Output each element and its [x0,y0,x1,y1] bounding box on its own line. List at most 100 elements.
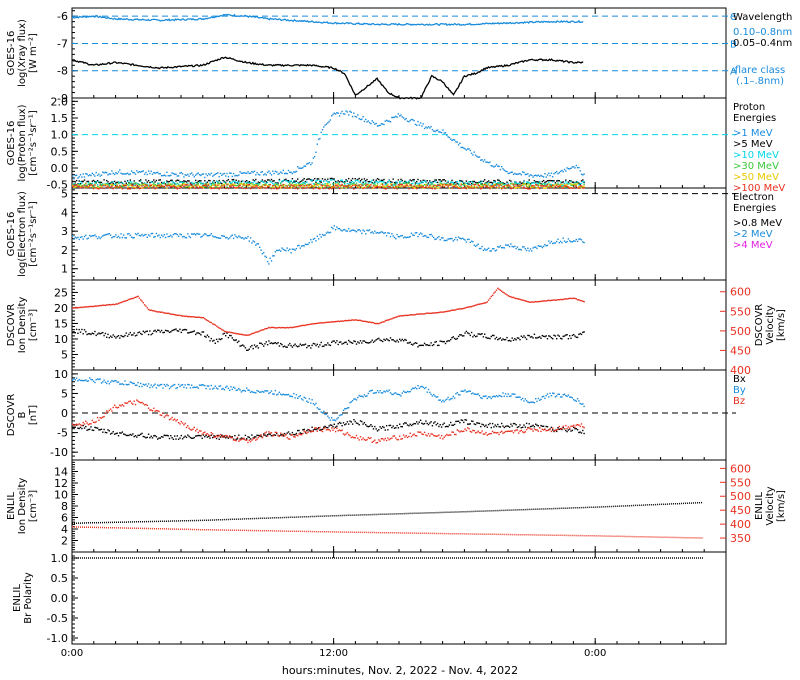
data-point [308,430,311,432]
data-point [443,422,445,424]
data-point [300,183,303,185]
data-point [583,183,585,186]
data-point [208,336,210,338]
data-point [456,308,458,310]
data-point [195,184,197,186]
data-point [355,343,358,345]
data-point [295,184,298,187]
data-point [426,236,428,239]
data-point [192,174,194,176]
data-point [128,185,130,188]
data-point [242,187,244,189]
data-point [334,113,337,115]
data-point [341,187,343,189]
data-point [308,323,311,326]
data-point [205,183,207,185]
data-point [128,184,130,186]
data-point [467,332,469,334]
data-point [285,185,287,187]
data-point [205,434,207,437]
data-point [204,180,206,182]
right-y-tick-label: 450 [730,504,751,517]
data-point [217,182,219,184]
data-point [423,313,426,315]
data-point [158,173,160,175]
data-point [125,300,127,302]
data-point [464,389,466,391]
data-point [299,181,301,183]
data-point [417,423,419,425]
data-point [283,432,286,435]
data-point [222,173,224,175]
data-point [226,180,228,182]
data-point [247,389,249,391]
y-tick-label: 2 [61,535,68,548]
data-point [489,161,491,163]
data-point [484,182,486,185]
data-point [553,187,555,189]
data-point [95,334,97,337]
data-point [100,332,103,334]
data-point [196,435,198,437]
data-point [280,183,282,185]
data-point [253,185,256,187]
data-point [168,235,171,238]
data-point [525,249,528,252]
data-point [252,171,254,174]
data-point [535,300,537,303]
data-point [525,338,528,340]
data-point [291,178,294,180]
data-point [263,391,265,393]
data-point [255,174,257,176]
data-point [255,331,257,333]
data-point [193,187,195,189]
data-point [259,342,261,344]
data-point [473,185,475,187]
data-point [98,187,100,189]
data-point [73,425,75,427]
data-point [358,319,360,321]
data-point [268,179,270,181]
data-point [316,343,318,346]
data-point [188,315,190,318]
data-point [255,184,257,186]
data-point [143,331,146,334]
data-point [107,185,109,187]
data-point [341,230,343,232]
data-point [378,391,380,394]
data-point [151,181,154,184]
data-point [563,335,566,337]
data-point [434,180,436,182]
data-point [486,186,488,188]
data-point [382,183,384,185]
data-point [95,180,97,183]
data-point [582,174,584,176]
data-point [402,185,405,188]
data-point [276,186,278,188]
data-point [506,185,508,187]
data-point [300,324,303,327]
data-point [189,436,192,439]
data-point [438,187,440,189]
data-point [111,181,113,183]
data-point [422,181,424,184]
data-point [128,233,130,235]
y-axis-label: Br Polarity [23,572,34,624]
data-point [542,176,545,178]
data-point [448,310,451,312]
data-point [259,182,261,184]
data-point [204,384,206,387]
data-point [252,332,254,334]
data-point [575,428,577,430]
data-point [187,332,189,334]
data-point [465,241,468,243]
data-point [486,185,488,187]
data-point [430,312,432,314]
data-point [146,385,148,387]
data-point [123,184,125,186]
data-point [77,380,79,382]
data-point [422,235,424,238]
y-axis-label: [nT] [28,405,39,425]
data-point [175,186,177,189]
data-point [329,424,332,426]
